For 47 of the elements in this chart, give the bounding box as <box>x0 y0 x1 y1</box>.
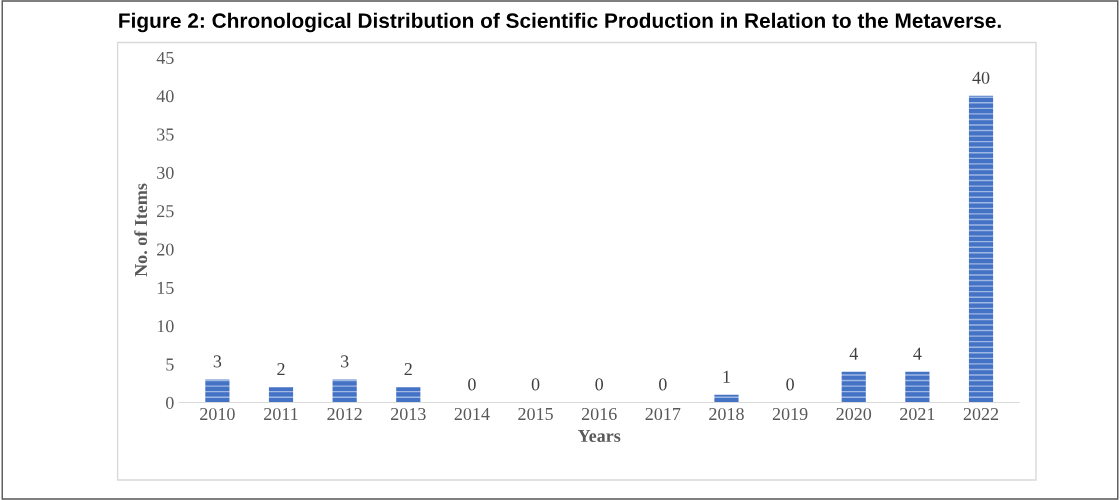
chart-title: Figure 2: Chronological Distribution of Scientific Production in Relation to the Metaverse. <box>119 12 1001 33</box>
x-tick-label: 2017 <box>645 407 681 421</box>
y-tick-label: 10 <box>157 320 174 333</box>
y-tick-label: 0 <box>166 396 174 409</box>
y-tick-label: 15 <box>157 281 174 294</box>
y-tick-label: 40 <box>156 90 174 103</box>
x-tick-label: 2016 <box>581 407 617 421</box>
x-tick-label: 2011 <box>264 407 298 421</box>
data-label: 0 <box>531 378 540 391</box>
bar <box>205 379 230 403</box>
data-label: 3 <box>213 355 222 368</box>
y-tick-label: 20 <box>157 243 174 256</box>
bar <box>968 95 994 403</box>
data-label: 2 <box>404 363 412 375</box>
x-axis-title: Years <box>577 430 621 442</box>
data-label: 2 <box>277 363 285 375</box>
x-tick-label: 2020 <box>836 407 872 421</box>
x-tick-label: 2015 <box>518 407 553 421</box>
bar <box>714 394 739 403</box>
x-tick-label: 2019 <box>772 407 808 421</box>
x-tick-label: 2013 <box>391 407 426 421</box>
y-tick-label: 25 <box>157 205 174 218</box>
data-label: 0 <box>659 378 667 391</box>
x-tick-label: 2012 <box>327 407 362 421</box>
bar <box>841 371 866 403</box>
y-tick-label: 30 <box>157 166 174 179</box>
bar <box>905 371 930 403</box>
y-tick-label: 5 <box>166 358 174 371</box>
data-label: 0 <box>595 378 604 391</box>
data-label: 0 <box>786 378 794 391</box>
bar <box>268 387 294 403</box>
y-tick-label: 35 <box>157 128 174 141</box>
data-label: 40 <box>972 71 990 84</box>
data-label: 1 <box>723 370 730 383</box>
bar <box>396 387 421 403</box>
y-tick-label: 45 <box>156 51 174 64</box>
x-tick-label: 2021 <box>900 407 935 421</box>
data-label: 0 <box>468 378 476 391</box>
bar <box>332 379 357 403</box>
y-axis-title: No. of Items <box>134 183 148 277</box>
x-tick-label: 2018 <box>709 407 744 421</box>
data-label: 4 <box>913 347 922 360</box>
x-tick-label: 2010 <box>200 407 235 421</box>
data-label: 4 <box>849 347 858 360</box>
data-label: 3 <box>341 355 349 368</box>
x-tick-label: 2022 <box>963 407 999 421</box>
x-tick-label: 2014 <box>454 407 490 421</box>
